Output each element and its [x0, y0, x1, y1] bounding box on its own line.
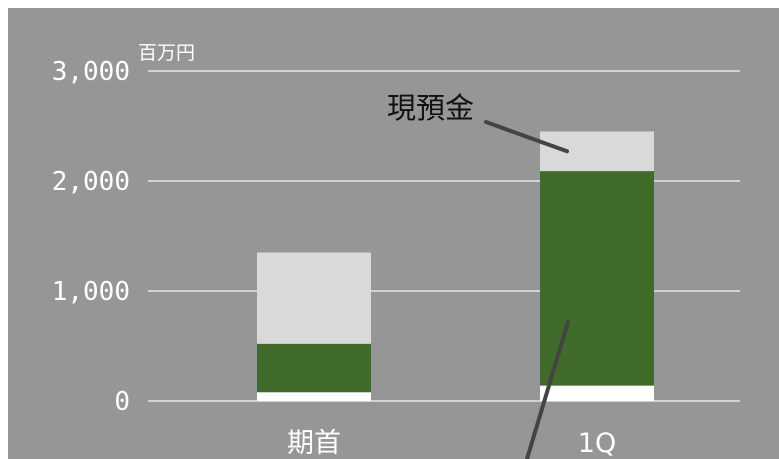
bar-segment-1-1	[257, 392, 371, 401]
bar-segment-2-3	[540, 131, 654, 172]
bar-segment-1-2	[257, 343, 371, 393]
annotations: 現預金	[387, 91, 569, 154]
x-category-label: 1Q	[578, 428, 616, 459]
x-axis-categories: 期首 1Q	[287, 428, 616, 459]
annotation-leader-line	[484, 120, 569, 154]
bar-segment-2-1	[540, 385, 654, 401]
y-tick-label: 2,000	[52, 167, 130, 197]
bars	[257, 131, 654, 401]
y-axis-ticks: 0 1,000 2,000 3,000	[52, 57, 130, 417]
bar-segment-1-3	[257, 252, 371, 344]
x-category-label: 期首	[287, 428, 341, 459]
lower-leader-line	[525, 320, 570, 459]
annotation-label: 現預金	[387, 91, 474, 125]
y-tick-label: 3,000	[52, 57, 130, 87]
y-axis-unit: 百万円	[138, 42, 195, 64]
y-tick-label: 0	[114, 387, 130, 417]
y-tick-label: 1,000	[52, 277, 130, 307]
